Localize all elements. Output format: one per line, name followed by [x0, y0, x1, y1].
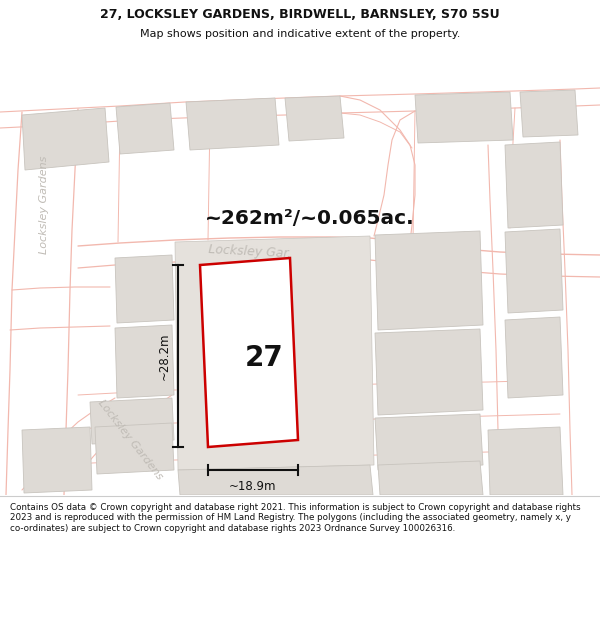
Text: ~262m²/~0.065ac.: ~262m²/~0.065ac. — [205, 209, 415, 227]
Polygon shape — [115, 255, 174, 323]
Polygon shape — [520, 90, 578, 137]
Polygon shape — [90, 398, 174, 444]
Polygon shape — [375, 231, 483, 330]
Text: Contains OS data © Crown copyright and database right 2021. This information is : Contains OS data © Crown copyright and d… — [10, 503, 581, 532]
Polygon shape — [186, 98, 279, 150]
Text: 27: 27 — [245, 344, 283, 371]
Polygon shape — [415, 92, 513, 143]
Polygon shape — [285, 96, 344, 141]
Polygon shape — [116, 103, 174, 154]
Text: ~18.9m: ~18.9m — [229, 479, 277, 492]
Polygon shape — [200, 258, 298, 447]
Text: Locksley Gar.: Locksley Gar. — [208, 243, 292, 261]
Polygon shape — [175, 236, 374, 470]
Polygon shape — [505, 229, 563, 313]
Polygon shape — [375, 414, 483, 470]
Polygon shape — [505, 142, 563, 228]
Polygon shape — [178, 465, 373, 495]
Polygon shape — [375, 329, 483, 415]
Polygon shape — [115, 325, 174, 398]
Text: ~28.2m: ~28.2m — [157, 332, 170, 380]
Text: 27, LOCKSLEY GARDENS, BIRDWELL, BARNSLEY, S70 5SU: 27, LOCKSLEY GARDENS, BIRDWELL, BARNSLEY… — [100, 8, 500, 21]
Polygon shape — [22, 108, 109, 170]
Text: Locksley Gardens: Locksley Gardens — [96, 398, 164, 482]
Polygon shape — [95, 423, 174, 474]
Polygon shape — [378, 461, 483, 495]
Polygon shape — [488, 427, 563, 495]
Polygon shape — [22, 427, 92, 493]
Polygon shape — [505, 317, 563, 398]
Text: Map shows position and indicative extent of the property.: Map shows position and indicative extent… — [140, 29, 460, 39]
Text: Locksley Gardens: Locksley Gardens — [39, 156, 49, 254]
